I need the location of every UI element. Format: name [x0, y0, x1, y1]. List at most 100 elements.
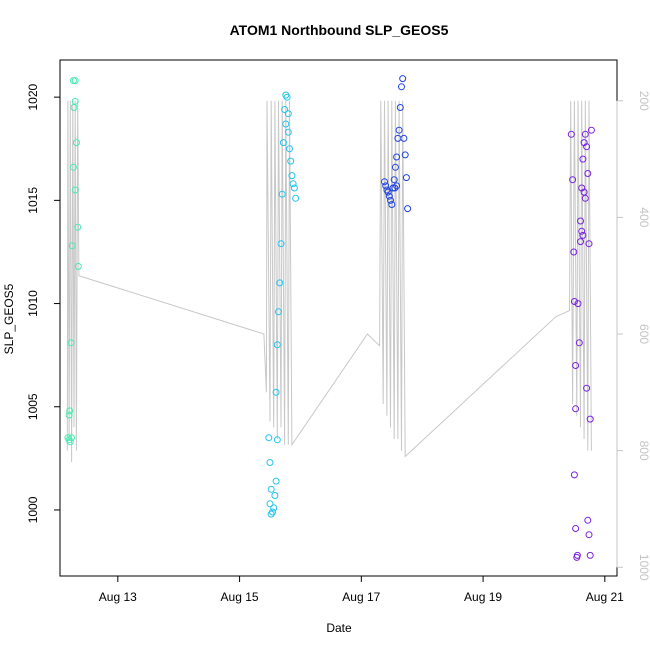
data-point-series-4: [574, 300, 582, 308]
data-point-series-3: [401, 151, 409, 159]
data-point-series-3: [404, 205, 412, 213]
data-point-series-2: [277, 240, 285, 248]
data-point-series-4: [572, 405, 580, 413]
data-point-series-4: [579, 231, 587, 239]
data-point-series-1: [74, 223, 82, 231]
data-point-series-3: [388, 201, 396, 208]
data-point-series-2: [273, 436, 281, 444]
data-point-series-3: [391, 184, 399, 192]
data-point-series-3: [402, 174, 410, 182]
data-point-series-1: [71, 77, 79, 85]
data-point-series-3: [399, 75, 407, 83]
data-point-series-4: [570, 248, 578, 256]
data-point-series-3: [391, 163, 399, 171]
data-point-series-2: [288, 172, 296, 180]
data-point-series-2: [283, 93, 291, 101]
data-point-series-4: [569, 176, 577, 184]
secondary-y-tick-label: 400: [637, 207, 650, 227]
x-axis-label: Date: [326, 621, 352, 635]
data-point-series-4: [577, 238, 584, 246]
data-point-series-1: [67, 339, 75, 347]
data-point-series-4: [570, 298, 578, 305]
data-point-series-3: [384, 188, 392, 196]
data-point-series-2: [266, 459, 274, 466]
data-point-series-2: [266, 500, 274, 508]
x-tick-label: Aug 17: [342, 590, 380, 604]
data-point-series-4: [572, 525, 580, 532]
data-point-series-1: [65, 411, 73, 419]
data-point-series-2: [281, 106, 289, 113]
data-point-series-2: [273, 341, 281, 349]
data-point-series-4: [579, 155, 587, 163]
y-axis: 1000 1005 1010 1015 1020: [26, 83, 61, 523]
data-point-series-4: [585, 240, 593, 248]
data-point-series-3: [385, 192, 393, 200]
data-point-series-3: [398, 83, 405, 91]
y-tick-label: 1010: [26, 290, 40, 317]
secondary-y-tick-label: 600: [637, 324, 650, 344]
data-point-series-3: [387, 196, 394, 204]
x-tick-label: Aug 15: [221, 590, 259, 604]
data-point-series-4: [583, 143, 591, 151]
data-point-series-2: [265, 434, 273, 442]
pressure-line: [66, 100, 592, 463]
data-point-series-2: [279, 139, 287, 147]
chart-title: ATOM1 Northbound SLP_GEOS5: [230, 22, 449, 38]
data-point-series-2: [282, 120, 290, 128]
data-point-series-2: [286, 145, 293, 153]
data-point-series-3: [390, 176, 398, 184]
data-point-series-2: [276, 279, 284, 287]
data-point-series-4: [584, 516, 592, 524]
data-point-series-2: [272, 477, 280, 485]
data-point-series-4: [585, 531, 593, 539]
data-point-series-4: [584, 170, 592, 177]
data-point-series-1: [68, 242, 76, 250]
data-point-series-3: [382, 182, 390, 190]
x-tick-label: Aug 21: [586, 590, 624, 604]
secondary-y-axis: 200 400 600 800 1000: [616, 91, 650, 581]
data-point-series-2: [272, 388, 280, 396]
data-point-series-1: [69, 163, 77, 171]
data-point-series-4: [583, 384, 591, 392]
data-point-series-1: [68, 434, 76, 442]
data-point-series-4: [570, 471, 578, 479]
data-point-series-2: [290, 184, 298, 192]
secondary-y-tick-label: 800: [637, 441, 650, 461]
data-point-series-2: [292, 194, 300, 202]
secondary-y-tick-label: 200: [637, 91, 650, 111]
secondary-y-tick-label: 1000: [637, 554, 650, 581]
points-layer: [64, 75, 595, 561]
secondary-line-layer: [66, 100, 592, 463]
y-tick-label: 1020: [26, 83, 40, 110]
data-point-series-3: [393, 182, 401, 190]
data-point-series-4: [587, 126, 595, 134]
y-tick-label: 1015: [26, 187, 40, 214]
data-point-series-2: [278, 190, 286, 198]
data-point-series-3: [381, 178, 388, 186]
data-point-series-1: [71, 97, 79, 105]
data-point-series-2: [287, 157, 295, 165]
data-point-series-3: [395, 126, 403, 134]
data-point-series-1: [74, 262, 82, 270]
data-point-series-4: [567, 130, 575, 138]
data-point-series-2: [284, 128, 292, 136]
data-point-series-3: [396, 104, 404, 111]
data-point-series-2: [284, 110, 292, 118]
data-point-series-4: [586, 551, 594, 559]
data-point-series-4: [572, 362, 580, 369]
data-point-series-2: [275, 308, 282, 316]
data-point-series-1: [71, 186, 79, 194]
data-point-series-2: [271, 492, 279, 499]
x-tick-label: Aug 13: [99, 590, 137, 604]
data-point-series-2: [270, 504, 278, 512]
data-point-series-4: [586, 415, 594, 423]
data-point-series-1: [72, 139, 80, 147]
data-point-series-4: [581, 194, 589, 202]
data-point-series-2: [289, 180, 297, 188]
data-point-series-4: [575, 339, 583, 347]
data-point-series-4: [573, 551, 581, 559]
data-point-series-2: [267, 485, 275, 493]
y-axis-label: SLP_GEOS5: [2, 283, 16, 354]
